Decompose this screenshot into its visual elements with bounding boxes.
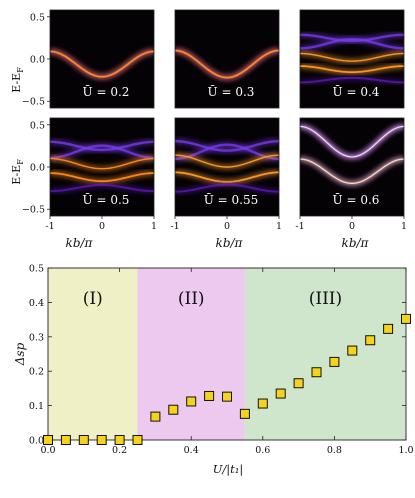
band-panel: Ū = 0.4 — [299, 9, 405, 109]
chart-xtick-label: 1.0 — [398, 445, 413, 456]
panel-u-label: Ū = 0.3 — [208, 84, 255, 99]
chart-ytick-label: 0.1 — [29, 401, 44, 412]
panel-frame — [174, 9, 280, 109]
band-line — [300, 158, 404, 185]
panel-xlabel-1: kb/π — [66, 236, 94, 250]
phase-region — [137, 268, 245, 440]
data-point — [96, 435, 107, 445]
chart-ylabel: Δsp — [13, 342, 27, 366]
band-panel: Ū = 0.2 0.5 0.0 −0.5 — [22, 9, 155, 109]
band-line — [300, 52, 404, 62]
phase-region — [48, 268, 138, 440]
data-point — [401, 313, 411, 324]
chart-xtick-label: 0.6 — [255, 445, 270, 456]
data-point — [168, 404, 179, 415]
chart-xlabel: U/|t₁| — [213, 462, 244, 477]
panel-xtick-label: 0 — [99, 221, 105, 232]
panel-frame — [299, 9, 405, 109]
panel-ytick-label: 0.0 — [30, 163, 45, 174]
panel-ylabel-top: E-EF — [10, 67, 25, 93]
chart-ytick-label: 0.3 — [29, 332, 44, 343]
data-point — [293, 378, 304, 389]
panel-ylabel-bottom: E-EF — [10, 159, 25, 185]
data-point — [186, 396, 197, 407]
band-line — [300, 65, 404, 74]
chart-ytick-label: 0.4 — [29, 298, 44, 309]
band-panel: Ū = 0.5 0.5 0.0 −0.5-1 0 1 — [22, 117, 157, 232]
chart-ytick-label: 0.5 — [29, 264, 44, 275]
panel-u-label: Ū = 0.6 — [333, 192, 380, 207]
panel-xtick-label: 1 — [276, 221, 282, 232]
chart-xtick-label: 0.4 — [184, 445, 199, 456]
data-point — [383, 323, 394, 334]
band-line — [300, 37, 404, 50]
panel-xtick-label: 1 — [401, 221, 407, 232]
phase-region-label: (III) — [309, 289, 342, 309]
phase-region — [244, 268, 406, 440]
band-line — [50, 172, 154, 183]
chart-ytick-label: 0.2 — [29, 367, 44, 378]
panel-ytick-label: 0.0 — [30, 55, 45, 66]
band-line — [50, 50, 154, 78]
panel-ytick-label: 0.5 — [30, 12, 45, 23]
chart-xtick-label: 0.2 — [112, 445, 127, 456]
panel-ytick-label: −0.5 — [22, 205, 45, 216]
panel-u-label: Ū = 0.2 — [83, 84, 130, 99]
panel-u-label: Ū = 0.4 — [333, 84, 380, 99]
panel-xtick-label: 0 — [224, 221, 230, 232]
band-line — [175, 49, 279, 79]
data-point — [239, 408, 250, 419]
band-panels: Ū = 0.2 0.5 0.0 −0.5 Ū = 0.3 Ū = 0.4 Ū = 0.5 0.… — [22, 9, 407, 232]
chart-ytick-label: 0.0 — [29, 436, 44, 447]
data-point — [311, 367, 322, 378]
band-panel: Ū = 0.6 -1 0 1 — [295, 117, 407, 232]
band-line — [50, 157, 154, 170]
panel-xtick-label: 0 — [349, 221, 355, 232]
panel-ytick-label: 0.5 — [30, 120, 45, 131]
chart-xtick-label: 0.0 — [40, 445, 55, 456]
panel-xtick-label: 1 — [151, 221, 157, 232]
data-point — [222, 391, 232, 402]
panel-ytick-label: −0.5 — [22, 97, 45, 108]
data-point — [257, 398, 268, 409]
band-line — [175, 183, 279, 193]
phase-region-label: (I) — [83, 289, 103, 309]
panel-u-label: Ū = 0.5 — [83, 192, 130, 207]
band-line — [175, 139, 279, 152]
band-line — [300, 76, 404, 84]
panel-xlabel-2: kb/π — [216, 236, 244, 250]
phase-region-label: (II) — [178, 289, 205, 309]
data-point — [347, 345, 358, 356]
data-point — [43, 435, 53, 445]
band-line — [300, 125, 404, 158]
data-point — [329, 356, 340, 367]
panel-xtick-label: -1 — [170, 221, 179, 232]
band-panel: Ū = 0.3 — [174, 9, 280, 109]
panel-xlabel-3: kb/π — [342, 236, 370, 250]
data-point — [275, 388, 286, 399]
data-point — [60, 435, 71, 445]
delta-sp-chart: (I) (II) (III) 0.0 0.1 0.2 0.3 0.4 0.5 0.0 0.2 0.4 0… — [29, 264, 414, 457]
data-point — [365, 335, 376, 346]
band-line — [175, 154, 279, 168]
band-line — [50, 140, 154, 152]
panel-u-label: Ū = 0.55 — [204, 192, 259, 207]
data-point — [204, 390, 215, 401]
chart-xtick-label: 0.8 — [327, 445, 342, 456]
data-point — [132, 435, 143, 445]
band-line — [50, 144, 154, 160]
data-point — [78, 435, 89, 445]
panel-xtick-label: -1 — [295, 221, 304, 232]
data-point — [114, 435, 125, 445]
band-panel: Ū = 0.55 -1 0 1 — [170, 117, 282, 232]
panel-xtick-label: -1 — [45, 221, 54, 232]
data-point — [150, 411, 161, 422]
band-line — [50, 184, 154, 193]
chart-frame — [47, 267, 407, 441]
